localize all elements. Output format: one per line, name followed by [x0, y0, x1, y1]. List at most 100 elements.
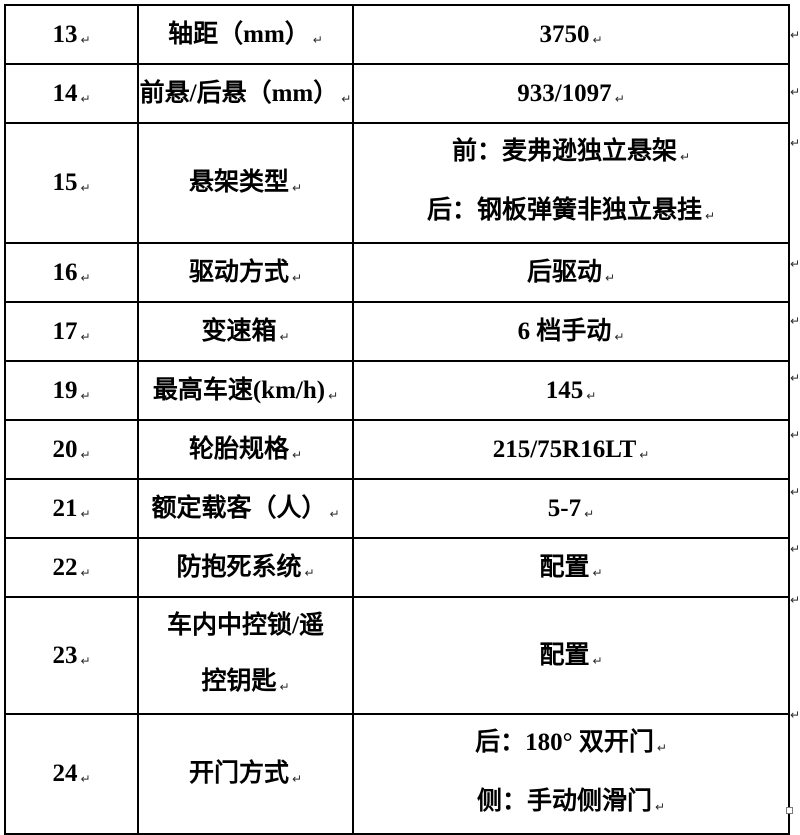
paragraph-mark-icon: ↵ [789, 84, 800, 99]
cell-text: 额定载客（人） [151, 494, 327, 522]
row-end-mark-slot: ↵ [790, 518, 800, 575]
row-number-cell: 24 ↵ [4, 713, 139, 835]
cell-text: 轴距（mm） [168, 20, 310, 48]
paragraph-mark-icon: ↵ [279, 329, 290, 344]
row-end-mark-slot: ↵ [790, 61, 800, 118]
paragraph-mark-icon: ↵ [80, 181, 91, 196]
cell-text: 5-7 [547, 494, 582, 522]
cell-text: 侧：手动侧滑门 [476, 788, 652, 815]
table-row: 20 ↵ 轮胎规格 ↵ 215/75R16LT ↵ [4, 419, 790, 480]
cell-line: 145 ↵ [354, 375, 788, 406]
paragraph-mark-icon: ↵ [656, 741, 667, 755]
cell-line: 后：180° 双开门 ↵ [354, 715, 788, 774]
cell-text: 变速箱 [201, 317, 277, 345]
table-row: 14 ↵ 前悬/后悬（mm） ↵ 933/1097 ↵ [4, 63, 790, 124]
paragraph-mark-icon: ↵ [679, 150, 691, 164]
spec-label-cell: 防抱死系统 ↵ [137, 537, 354, 598]
cell-text: 3750 [539, 20, 590, 48]
table-row: 23 ↵ 车内中控锁/遥 控钥匙 ↵ 配置 ↵ [4, 596, 790, 715]
table-row: 22 ↵ 防抱死系统 ↵ 配置 ↵ [4, 537, 790, 598]
paragraph-mark-icon: ↵ [592, 32, 603, 47]
spec-label-cell: 开门方式 ↵ [137, 713, 354, 835]
paragraph-mark-icon: ↵ [789, 708, 800, 722]
spec-value-cell: 后驱动 ↵ [352, 242, 790, 303]
cell-line: 侧：手动侧滑门 ↵ [354, 774, 788, 833]
paragraph-mark-icon: ↵ [291, 772, 303, 787]
paragraph-mark-icon: ↵ [789, 136, 800, 150]
cell-text: 15 [52, 169, 78, 197]
cell-line: 防抱死系统 ↵ [139, 552, 352, 583]
paragraph-mark-icon: ↵ [80, 565, 91, 580]
table-row: 17 ↵ 变速箱 ↵ 6 档手动 ↵ [4, 301, 790, 362]
paragraph-mark-icon: ↵ [304, 565, 315, 580]
paragraph-mark-icon: ↵ [312, 32, 323, 47]
cell-line: 23 ↵ [6, 640, 137, 671]
cell-text: 车内中控锁/遥 [167, 612, 324, 639]
paragraph-mark-icon: ↵ [789, 484, 800, 499]
row-end-paragraph-marks: ↵ ↵ ↵ ↵ ↵ ↵ ↵ ↵ ↵ ↵ ↵ [790, 4, 800, 805]
row-number-cell: 14 ↵ [4, 63, 139, 124]
paragraph-mark-icon: ↵ [328, 388, 339, 403]
cell-text: 后：180° 双开门 [475, 729, 654, 756]
spec-value-cell: 215/75R16LT ↵ [352, 419, 790, 480]
spec-table: 13 ↵ 轴距（mm） ↵ 3750 ↵ 14 ↵ 前悬/后悬（mm） ↵ 933/1097 ↵ 15 ↵… [4, 4, 790, 835]
spec-label-cell: 悬架类型 ↵ [137, 122, 354, 244]
paragraph-mark-icon: ↵ [704, 209, 716, 223]
paragraph-mark-icon: ↵ [291, 447, 303, 462]
cell-text: 后：钢板弹簧非独立悬挂 [426, 197, 702, 224]
paragraph-mark-icon: ↵ [80, 32, 91, 47]
paragraph-mark-icon: ↵ [789, 313, 800, 328]
cell-line: 配置 ↵ [354, 640, 788, 671]
cell-line: 轴距（mm） ↵ [139, 19, 352, 50]
cell-line: 控钥匙 ↵ [139, 654, 352, 713]
paragraph-mark-icon: ↵ [586, 388, 597, 403]
cell-text: 24 [52, 760, 78, 788]
paragraph-mark-icon: ↵ [789, 27, 800, 42]
cell-text: 轮胎规格 [188, 435, 289, 463]
paragraph-mark-icon: ↵ [329, 506, 340, 521]
table-row: 19 ↵ 最高车速(km/h) ↵ 145 ↵ [4, 360, 790, 421]
cell-text: 前悬/后悬（mm） [139, 79, 339, 107]
table-row: 24 ↵ 开门方式 ↵ 后：180° 双开门 ↵ 侧：手动侧滑门 ↵ [4, 713, 790, 835]
cell-line: 215/75R16LT ↵ [354, 434, 788, 465]
paragraph-mark-icon: ↵ [789, 370, 800, 385]
row-end-mark-slot: ↵ [790, 118, 800, 233]
spec-value-cell: 后：180° 双开门 ↵ 侧：手动侧滑门 ↵ [352, 713, 790, 835]
cell-text: 驱动方式 [188, 258, 289, 286]
cell-text: 配置 [539, 553, 590, 581]
row-number-cell: 16 ↵ [4, 242, 139, 303]
row-end-mark-slot: ↵ [790, 233, 800, 290]
cell-line: 驱动方式 ↵ [139, 257, 352, 288]
cell-text: 21 [52, 494, 78, 522]
paragraph-mark-icon: ↵ [80, 388, 91, 403]
row-end-mark-slot: ↵ [790, 575, 800, 690]
spec-label-cell: 变速箱 ↵ [137, 301, 354, 362]
cell-text: 后驱动 [526, 258, 602, 286]
spec-value-cell: 6 档手动 ↵ [352, 301, 790, 362]
spec-table-body: 13 ↵ 轴距（mm） ↵ 3750 ↵ 14 ↵ 前悬/后悬（mm） ↵ 933/1097 ↵ 15 ↵… [4, 4, 790, 835]
cell-line: 后：钢板弹簧非独立悬挂 ↵ [354, 183, 788, 242]
paragraph-mark-icon: ↵ [789, 593, 800, 607]
paragraph-mark-icon: ↵ [654, 800, 666, 814]
spec-label-cell: 轮胎规格 ↵ [137, 419, 354, 480]
paragraph-mark-icon: ↵ [291, 181, 303, 196]
spec-value-cell: 配置 ↵ [352, 537, 790, 598]
row-number-cell: 22 ↵ [4, 537, 139, 598]
paragraph-mark-icon: ↵ [80, 329, 91, 344]
paragraph-mark-icon: ↵ [789, 256, 800, 271]
spec-label-cell: 最高车速(km/h) ↵ [137, 360, 354, 421]
cell-line: 前悬/后悬（mm） ↵ [139, 78, 352, 109]
cell-line: 13 ↵ [6, 19, 137, 50]
cell-line: 17 ↵ [6, 316, 137, 347]
row-number-cell: 23 ↵ [4, 596, 139, 715]
cell-line: 轮胎规格 ↵ [139, 434, 352, 465]
cell-line: 额定载客（人） ↵ [139, 493, 352, 524]
row-end-mark-slot: ↵ [790, 690, 800, 805]
row-number-cell: 21 ↵ [4, 478, 139, 539]
row-number-cell: 13 ↵ [4, 4, 139, 65]
cell-line: 开门方式 ↵ [139, 758, 352, 789]
paragraph-mark-icon: ↵ [80, 506, 91, 521]
spec-value-cell: 3750 ↵ [352, 4, 790, 65]
spec-label-cell: 车内中控锁/遥控钥匙 ↵ [137, 596, 354, 715]
cell-text: 145 [545, 376, 584, 404]
